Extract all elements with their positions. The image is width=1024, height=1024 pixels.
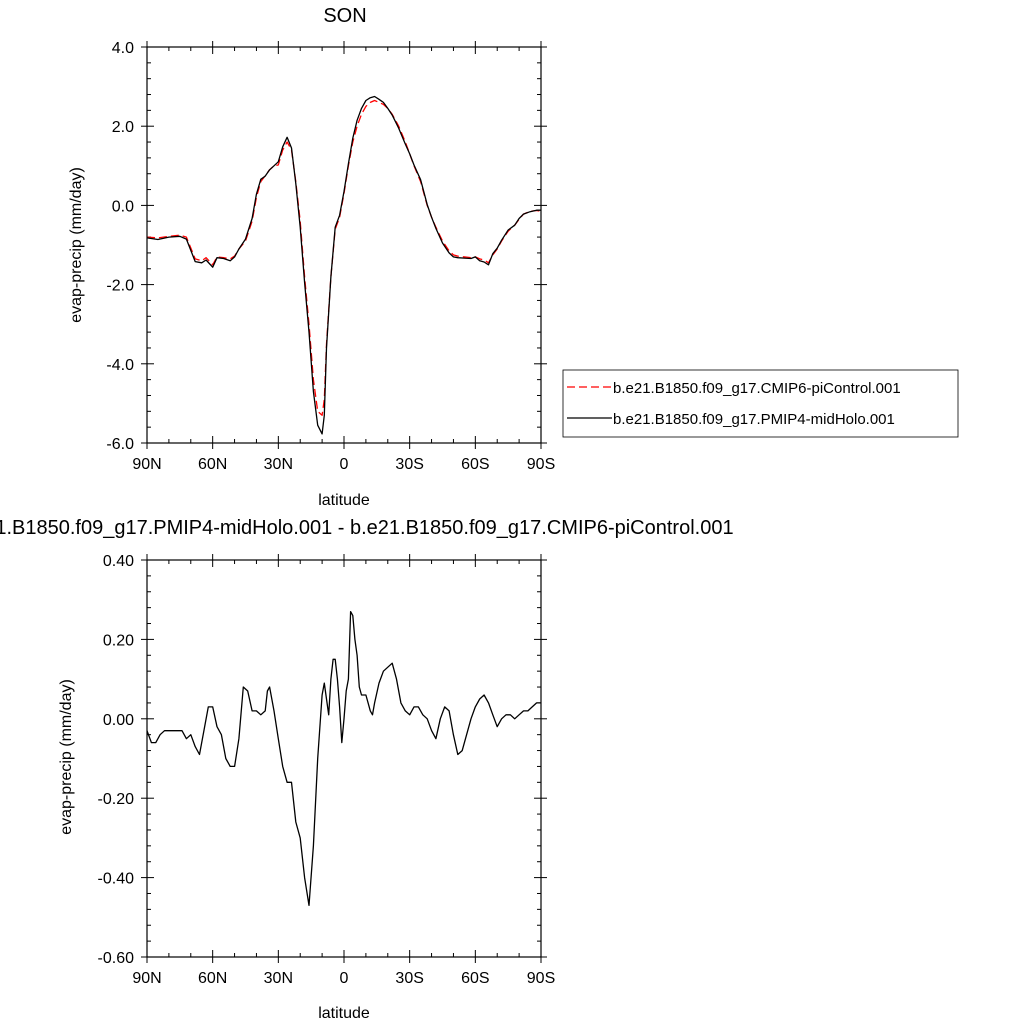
bottom-axis-ticks [141, 554, 547, 963]
y-tick-label: 0.40 [103, 553, 134, 570]
x-tick-label: 90N [132, 456, 161, 473]
x-tick-label: 60N [198, 456, 227, 473]
x-tick-label: 60N [198, 970, 227, 987]
series-line-1 [146, 95, 541, 435]
y-tick-label: -4.0 [106, 357, 134, 374]
x-tick-label: 60S [461, 970, 489, 987]
y-tick-label: -2.0 [106, 278, 134, 295]
x-tick-label: 30N [264, 456, 293, 473]
top-plot-frame [146, 46, 542, 444]
series-line-0 [146, 99, 542, 416]
top-y-axis-label: evap-precip (mm/day) [68, 167, 85, 323]
y-tick-label: -0.20 [98, 791, 135, 808]
bottom-panel: b.e21.B1850.f09_g17.PMIP4-midHolo.001 - … [0, 517, 734, 1022]
y-tick-label: -0.60 [98, 950, 135, 967]
x-tick-label: 30N [264, 970, 293, 987]
legend: b.e21.B1850.f09_g17.CMIP6-piControl.001 … [562, 369, 959, 438]
top-series-lines [146, 95, 542, 435]
legend-label-picontrol: b.e21.B1850.f09_g17.CMIP6-piControl.001 [613, 380, 901, 397]
y-tick-label: -0.40 [98, 871, 135, 888]
y-tick-label: -6.0 [106, 436, 134, 453]
y-tick-label: 0.00 [103, 712, 134, 729]
y-tick-label: 4.0 [112, 40, 134, 57]
bottom-tick-labels: 90N 60N 30N 0 30S 60S 90S 0.40 0.20 0.00 -0.20 -0.4… [98, 553, 556, 987]
top-tick-labels: 90N 60N 30N 0 30S 60S 90S 4.0 2.0 0.0 -2.0 -4.0 -6.0 [106, 40, 555, 473]
x-tick-label: 90S [527, 970, 555, 987]
x-tick-label: 0 [340, 970, 349, 987]
x-tick-label: 0 [340, 456, 349, 473]
top-x-axis-label: latitude [318, 492, 370, 509]
bottom-plot-frame [146, 559, 542, 958]
top-axis-ticks [141, 41, 547, 449]
y-tick-label: 0.20 [103, 632, 134, 649]
legend-box [562, 369, 959, 438]
x-tick-label: 90S [527, 456, 555, 473]
legend-label-midholo: b.e21.B1850.f09_g17.PMIP4-midHolo.001 [613, 411, 895, 428]
x-tick-label: 60S [461, 456, 489, 473]
x-tick-label: 30S [395, 970, 423, 987]
bottom-y-axis-label: evap-precip (mm/day) [58, 679, 75, 835]
x-tick-label: 30S [395, 456, 423, 473]
bottom-series-lines [146, 610, 541, 907]
bottom-x-axis-label: latitude [318, 1005, 370, 1022]
top-panel: SON 90N 60N 30N 0 30S 60S 90S 4.0 2.0 0.0 -2.0 -4.0… [68, 5, 555, 509]
y-tick-label: 2.0 [112, 119, 134, 136]
series-line-0 [146, 610, 541, 907]
bottom-chart-title: b.e21.B1850.f09_g17.PMIP4-midHolo.001 - … [0, 517, 734, 539]
x-tick-label: 90N [132, 970, 161, 987]
top-chart-title: SON [323, 5, 366, 27]
y-tick-label: 0.0 [112, 198, 134, 215]
